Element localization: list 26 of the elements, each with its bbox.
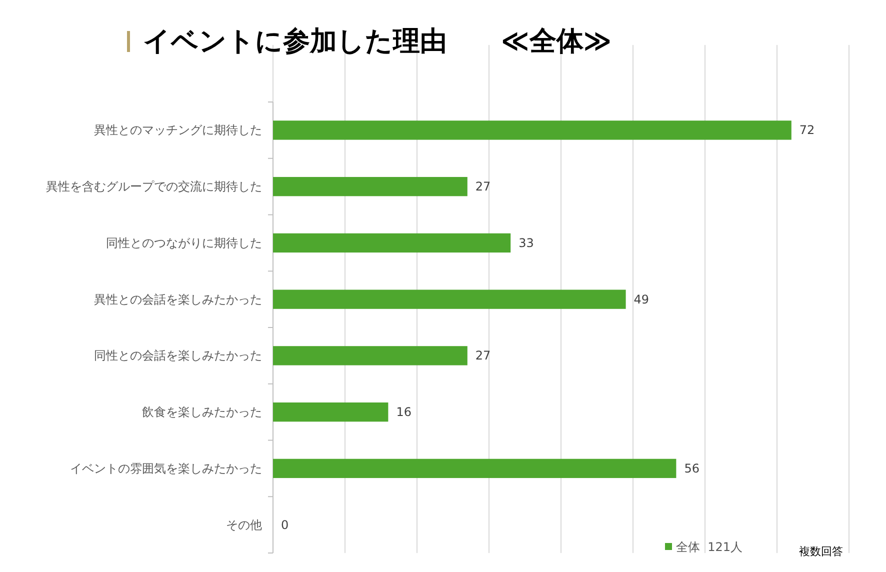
bar — [273, 176, 468, 196]
data-label: 16 — [396, 405, 412, 420]
bar — [273, 458, 676, 478]
bar — [273, 346, 468, 366]
bar — [273, 120, 792, 140]
data-label: 56 — [684, 461, 700, 476]
data-label: 72 — [799, 123, 815, 138]
data-label: 27 — [475, 180, 491, 194]
bar — [273, 290, 626, 309]
chart-title: イベントに参加した理由 ≪全体≫ — [143, 26, 612, 57]
y-tick-label: その他 — [226, 518, 262, 532]
y-tick-label: 同性とのつながりに期待した — [106, 236, 262, 250]
y-tick-label: 同性との会話を楽しみたかった — [94, 348, 262, 363]
data-label: 33 — [518, 236, 534, 250]
data-label: 49 — [634, 292, 650, 306]
y-tick-label: イベントの雰囲気を楽しみたかった — [70, 461, 262, 476]
y-tick-label: 異性との会話を楽しみたかった — [94, 292, 262, 306]
y-tick-label: 異性を含むグループでの交流に期待した — [46, 180, 262, 194]
bar — [273, 402, 388, 422]
y-tick-label: 異性とのマッチングに期待した — [94, 123, 262, 138]
y-tick-label: 飲食を楽しみたかった — [142, 405, 262, 420]
annotation: 複数回答 — [799, 545, 843, 558]
bar — [273, 233, 511, 253]
legend-label: 全体 121人 — [676, 540, 743, 554]
data-label: 27 — [475, 348, 491, 363]
data-label: 0 — [281, 518, 289, 532]
